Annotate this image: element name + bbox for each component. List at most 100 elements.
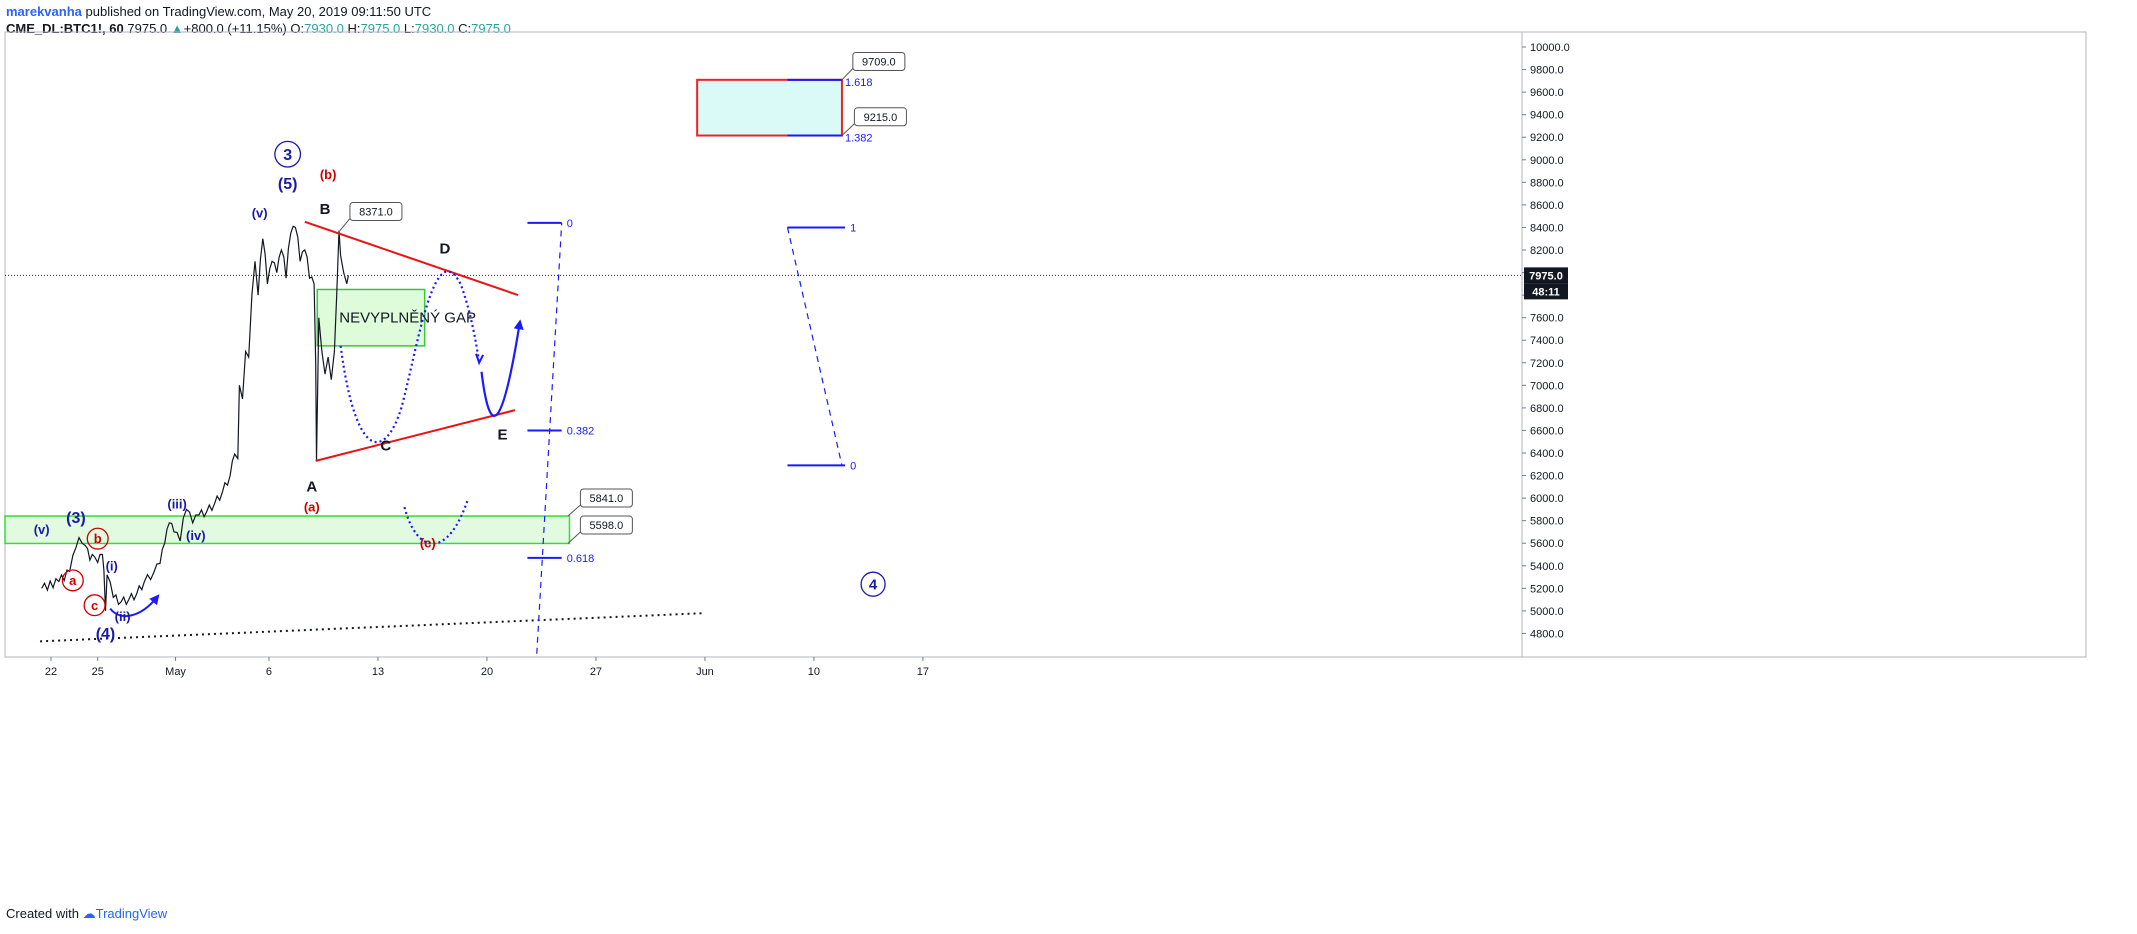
wave-label: (c) — [420, 536, 436, 551]
y-tick-label: 5600.0 — [1530, 538, 1564, 550]
wave-label: b — [94, 531, 102, 546]
y-tick-label: 5000.0 — [1530, 606, 1564, 618]
wave-label-circle — [83, 594, 106, 617]
wave-label-circle — [274, 140, 302, 168]
target-level-label: 1.382 — [845, 133, 873, 145]
price-tag-box — [852, 52, 906, 72]
y-tick-label: 9600.0 — [1530, 87, 1564, 99]
tradingview-logo-icon: ☁ — [82, 906, 96, 921]
y-tick-label: 8600.0 — [1530, 200, 1564, 212]
x-tick-label: Jun — [696, 666, 714, 678]
y-tick-label: 5800.0 — [1530, 516, 1564, 528]
x-tick-label: May — [165, 666, 186, 678]
wave-label: 4 — [869, 576, 878, 593]
triangle-upper-line — [304, 220, 519, 297]
price-tag-connector — [841, 68, 854, 81]
fib2-trend-dashed — [786, 227, 843, 466]
wave-label: 3 — [283, 147, 292, 164]
projection-small-arrow — [109, 594, 160, 618]
countdown-box — [1524, 283, 1568, 300]
y-tick-label: 9200.0 — [1530, 132, 1564, 144]
wave-label: (5) — [278, 176, 298, 193]
gap-zone-label: NEVYPLNĚNÝ GAP — [339, 310, 476, 327]
price-tag-label: 8371.0 — [359, 207, 393, 219]
y-tick-label: 7400.0 — [1530, 335, 1564, 347]
chart-frame — [4, 31, 2087, 658]
publish-info: marekvanha published on TradingView.com,… — [6, 4, 431, 19]
fib2-level-label: 0 — [850, 460, 856, 472]
fib-level-label: 0 — [567, 218, 573, 230]
wave-label: D — [439, 240, 450, 257]
last-price-axis-label: 7975.0 — [1529, 270, 1563, 282]
y-tick-label: 6600.0 — [1530, 425, 1564, 437]
x-tick-label: 25 — [92, 666, 104, 678]
wave-label: c — [91, 598, 98, 613]
triangle-lower-line — [315, 409, 516, 462]
y-tick-label: 9800.0 — [1530, 65, 1564, 77]
tradingview-brand[interactable]: TradingView — [95, 906, 168, 921]
wave-label: (v) — [34, 522, 50, 537]
price-tag-box — [579, 515, 633, 535]
countdown-label: 48:11 — [1532, 286, 1560, 298]
wave-label-circle — [61, 569, 84, 592]
wave-label: C — [380, 438, 391, 455]
target-zone — [696, 78, 843, 137]
y-tick-label: 9400.0 — [1530, 110, 1564, 122]
wave-label: (iii) — [167, 496, 187, 511]
x-tick-label: 13 — [372, 666, 384, 678]
y-tick-label: 4800.0 — [1530, 628, 1564, 640]
y-tick-label: 6200.0 — [1530, 471, 1564, 483]
support-zone — [4, 515, 571, 545]
footer: Created with ☁TradingView — [6, 906, 167, 922]
wave-label: (b) — [320, 167, 337, 182]
wave-label: (3) — [66, 510, 86, 527]
price-tag-label: 9709.0 — [862, 57, 896, 69]
price-tag-box — [579, 488, 633, 508]
wave-label-circle — [860, 571, 886, 597]
x-tick-label: 27 — [590, 666, 602, 678]
wave-label: (ii) — [115, 609, 131, 624]
y-tick-label: 6000.0 — [1530, 493, 1564, 505]
support-trend-line — [40, 612, 705, 643]
low-label: L: — [403, 21, 415, 36]
projection-dotted-wave — [339, 270, 481, 444]
y-tick-label: 6800.0 — [1530, 403, 1564, 415]
fib-level-label: 0.382 — [567, 425, 595, 437]
wave-label: (4) — [96, 626, 116, 643]
y-tick-label: 6400.0 — [1530, 448, 1564, 460]
wave-label: E — [498, 426, 508, 443]
fib2-level-label: 1 — [850, 222, 856, 234]
price-tag-label: 5841.0 — [590, 493, 624, 505]
y-tick-label: 8800.0 — [1530, 177, 1564, 189]
projection-dotted-c — [403, 497, 470, 545]
fib-level-label: 0.618 — [567, 553, 595, 565]
y-tick-label: 7200.0 — [1530, 358, 1564, 370]
wave-label-circle — [86, 527, 109, 550]
wave-label: (v) — [252, 205, 268, 220]
price-tag-connector — [339, 218, 351, 232]
published-text: published on TradingView.com, May 20, 20… — [81, 4, 432, 19]
x-tick-label: 17 — [917, 666, 929, 678]
x-tick-label: 6 — [266, 666, 272, 678]
wave-label: (a) — [304, 500, 320, 515]
y-tick-label: 8200.0 — [1530, 245, 1564, 257]
price-tag-connector — [841, 123, 855, 136]
price-tag-connector — [567, 531, 581, 544]
y-tick-label: 9000.0 — [1530, 155, 1564, 167]
created-with-text: Created with — [6, 906, 79, 921]
wave-label: A — [306, 478, 317, 495]
last-price-box — [1524, 267, 1568, 284]
author-name[interactable]: marekvanha — [6, 4, 82, 19]
price-tag-box — [349, 202, 403, 222]
projection-arrow-head — [475, 353, 484, 366]
y-tick-label: 8400.0 — [1530, 222, 1564, 234]
y-tick-label: 5400.0 — [1530, 561, 1564, 573]
price-tag-label: 5598.0 — [590, 520, 624, 532]
wave-label: B — [320, 201, 331, 218]
price-tag-box — [853, 107, 907, 127]
price-tag-connector — [567, 504, 581, 517]
wave-label: a — [69, 573, 77, 588]
wave-label: (i) — [106, 558, 118, 573]
y-tick-label: 7600.0 — [1530, 313, 1564, 325]
